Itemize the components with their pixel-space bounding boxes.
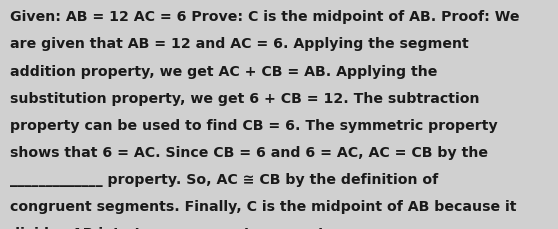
Text: addition property, we get AC + CB = AB. Applying the: addition property, we get AC + CB = AB. … bbox=[10, 64, 437, 78]
Text: substitution property, we get 6 + CB = 12. The subtraction: substitution property, we get 6 + CB = 1… bbox=[10, 91, 479, 105]
Text: are given that AB = 12 and AC = 6. Applying the segment: are given that AB = 12 and AC = 6. Apply… bbox=[10, 37, 469, 51]
Text: property can be used to find CB = 6. The symmetric property: property can be used to find CB = 6. The… bbox=[10, 118, 498, 132]
Text: Given: AB = 12 AC = 6 Prove: C is the midpoint of AB. Proof: We: Given: AB = 12 AC = 6 Prove: C is the mi… bbox=[10, 10, 519, 24]
Text: divides AB into two congruent segments.: divides AB into two congruent segments. bbox=[10, 226, 339, 229]
Text: _____________ property. So, AC ≅ CB by the definition of: _____________ property. So, AC ≅ CB by t… bbox=[10, 172, 438, 186]
Text: shows that 6 = AC. Since CB = 6 and 6 = AC, AC = CB by the: shows that 6 = AC. Since CB = 6 and 6 = … bbox=[10, 145, 488, 159]
Text: congruent segments. Finally, C is the midpoint of AB because it: congruent segments. Finally, C is the mi… bbox=[10, 199, 517, 213]
